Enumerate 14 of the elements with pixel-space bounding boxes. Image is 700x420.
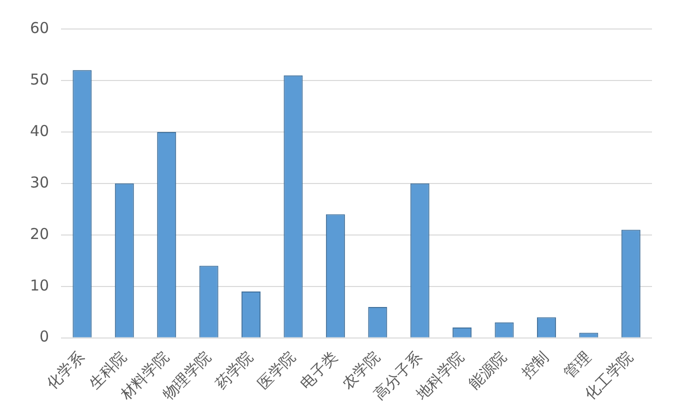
x-tick-label: 药学院 <box>212 348 257 393</box>
x-tick-label: 化学系 <box>43 348 88 393</box>
y-tick-label: 30 <box>30 173 50 192</box>
x-tick-label: 医学院 <box>254 348 299 393</box>
y-tick-label: 0 <box>40 328 50 346</box>
y-tick-label: 60 <box>30 18 50 37</box>
y-tick-label: 50 <box>30 70 50 88</box>
y-tick-label: 10 <box>30 276 50 294</box>
y-tick-label: 20 <box>30 224 50 243</box>
x-tick-label: 控制 <box>518 348 552 382</box>
x-tick-label: 管理 <box>560 348 594 382</box>
y-tick-label: 40 <box>30 122 50 140</box>
x-tick-label: 能源院 <box>465 348 510 393</box>
x-tick-label: 电子类 <box>296 348 342 393</box>
